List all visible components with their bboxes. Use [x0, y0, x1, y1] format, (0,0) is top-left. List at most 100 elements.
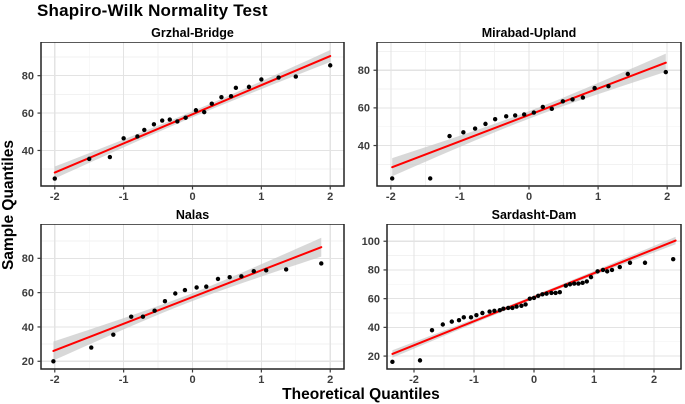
data-point — [129, 314, 134, 319]
data-point — [592, 85, 597, 91]
data-point — [474, 312, 479, 318]
x-tick-label: 0 — [531, 374, 537, 386]
y-tick-label: 40 — [22, 145, 34, 157]
data-point — [328, 63, 333, 68]
y-tick-label: 60 — [368, 293, 380, 305]
fit-line — [391, 61, 667, 169]
x-tick-labels: -2 -1 0 1 2 — [50, 374, 333, 386]
data-point — [600, 267, 606, 273]
qq-plot-nalas: -2 -1 0 1 2 20 40 60 80 — [22, 224, 345, 386]
data-point — [572, 281, 577, 286]
data-point — [89, 345, 94, 350]
panel-nalas: Nalas -2 -1 0 1 2 20 40 60 80 — [13, 207, 349, 386]
data-point — [52, 176, 57, 181]
x-tick-label: -2 — [386, 191, 396, 203]
grid-major — [377, 42, 681, 186]
x-tick-label: -2 — [50, 374, 60, 386]
axis-ticks — [383, 240, 655, 373]
qq-plot-mirabad-upland: -2 -1 0 1 2 40 60 80 — [358, 42, 682, 203]
data-point — [215, 276, 221, 282]
panel-title: Sardasht-Dam — [491, 208, 577, 222]
panel-title: Grzhal-Bridge — [151, 26, 234, 40]
data-point — [204, 284, 209, 289]
y-tick-label: 60 — [22, 108, 34, 120]
axis-ticks — [37, 257, 331, 373]
data-point — [183, 115, 188, 120]
data-point — [540, 292, 545, 297]
panel-mirabad-upland: Mirabad-Upland -2 -1 0 1 2 40 60 80 — [349, 25, 685, 204]
panel-title: Mirabad-Upland — [481, 26, 577, 40]
x-tick-label: 1 — [258, 191, 264, 203]
data-point — [263, 268, 269, 273]
data-point — [251, 268, 256, 274]
x-tick-label: -1 — [469, 374, 479, 386]
x-tick-label: 0 — [189, 191, 195, 203]
data-point — [480, 310, 485, 316]
data-point — [506, 305, 511, 311]
y-tick-labels: 20 40 60 80 100 — [362, 236, 380, 363]
x-tick-label: -1 — [119, 374, 129, 386]
y-tick-label: 40 — [368, 322, 380, 334]
x-tick-labels: -2 -1 0 1 2 — [409, 374, 657, 386]
data-point — [584, 279, 589, 284]
data-point — [549, 106, 554, 112]
data-point — [514, 304, 519, 309]
data-point — [417, 358, 423, 363]
data-point — [429, 328, 435, 333]
y-tick-label: 60 — [22, 287, 34, 299]
y-tick-label: 80 — [368, 265, 380, 277]
data-point — [390, 359, 395, 365]
points-layer — [51, 261, 324, 364]
data-point — [239, 274, 244, 279]
data-point — [87, 156, 92, 162]
data-point — [472, 126, 478, 131]
data-point — [504, 114, 509, 119]
data-point — [510, 305, 515, 311]
fit-line — [52, 246, 323, 352]
data-point — [563, 283, 568, 288]
data-point — [617, 264, 622, 270]
data-point — [580, 95, 586, 100]
data-point — [440, 322, 445, 327]
panel-grzhal-bridge: Grzhal-Bridge -2 -1 0 1 2 40 60 80 — [13, 25, 349, 204]
data-point — [553, 290, 558, 296]
data-point — [456, 317, 462, 323]
panel-title: Nalas — [175, 208, 210, 222]
data-point — [51, 359, 56, 364]
data-point — [521, 112, 527, 117]
data-point — [160, 118, 165, 123]
x-tick-label: 1 — [591, 374, 597, 386]
data-point — [193, 108, 199, 113]
y-tick-label: 60 — [358, 103, 370, 115]
panel-sardasht-dam: Sardasht-Dam -2 -1 0 1 2 20 40 60 80 100 — [349, 207, 685, 386]
x-tick-labels: -2 -1 0 1 2 — [386, 191, 670, 203]
data-point — [671, 256, 676, 262]
data-point — [527, 296, 532, 301]
qq-plot-grzhal-bridge: -2 -1 0 1 2 40 60 80 — [22, 42, 345, 203]
data-point — [519, 303, 524, 309]
data-point — [531, 110, 537, 115]
data-point — [540, 104, 546, 110]
data-point — [557, 289, 562, 295]
data-point — [461, 315, 466, 320]
data-point — [135, 134, 140, 139]
data-point — [461, 130, 466, 135]
x-tick-label: 1 — [258, 374, 264, 386]
y-tick-label: 40 — [22, 322, 34, 334]
data-point — [609, 267, 615, 273]
y-tick-label: 100 — [362, 236, 380, 248]
x-axis-title: Theoretical Quantiles — [282, 386, 440, 403]
y-tick-label: 40 — [358, 140, 370, 152]
x-tick-label: 1 — [595, 191, 601, 203]
data-point — [580, 280, 585, 286]
fit-line — [53, 55, 332, 174]
data-point — [283, 267, 289, 272]
data-point — [549, 290, 554, 296]
y-tick-labels: 40 60 80 — [22, 70, 34, 157]
data-point — [570, 97, 575, 102]
data-point — [523, 302, 528, 307]
x-tick-label: 0 — [526, 191, 532, 203]
data-point — [512, 113, 518, 118]
axis-ticks — [373, 69, 668, 190]
